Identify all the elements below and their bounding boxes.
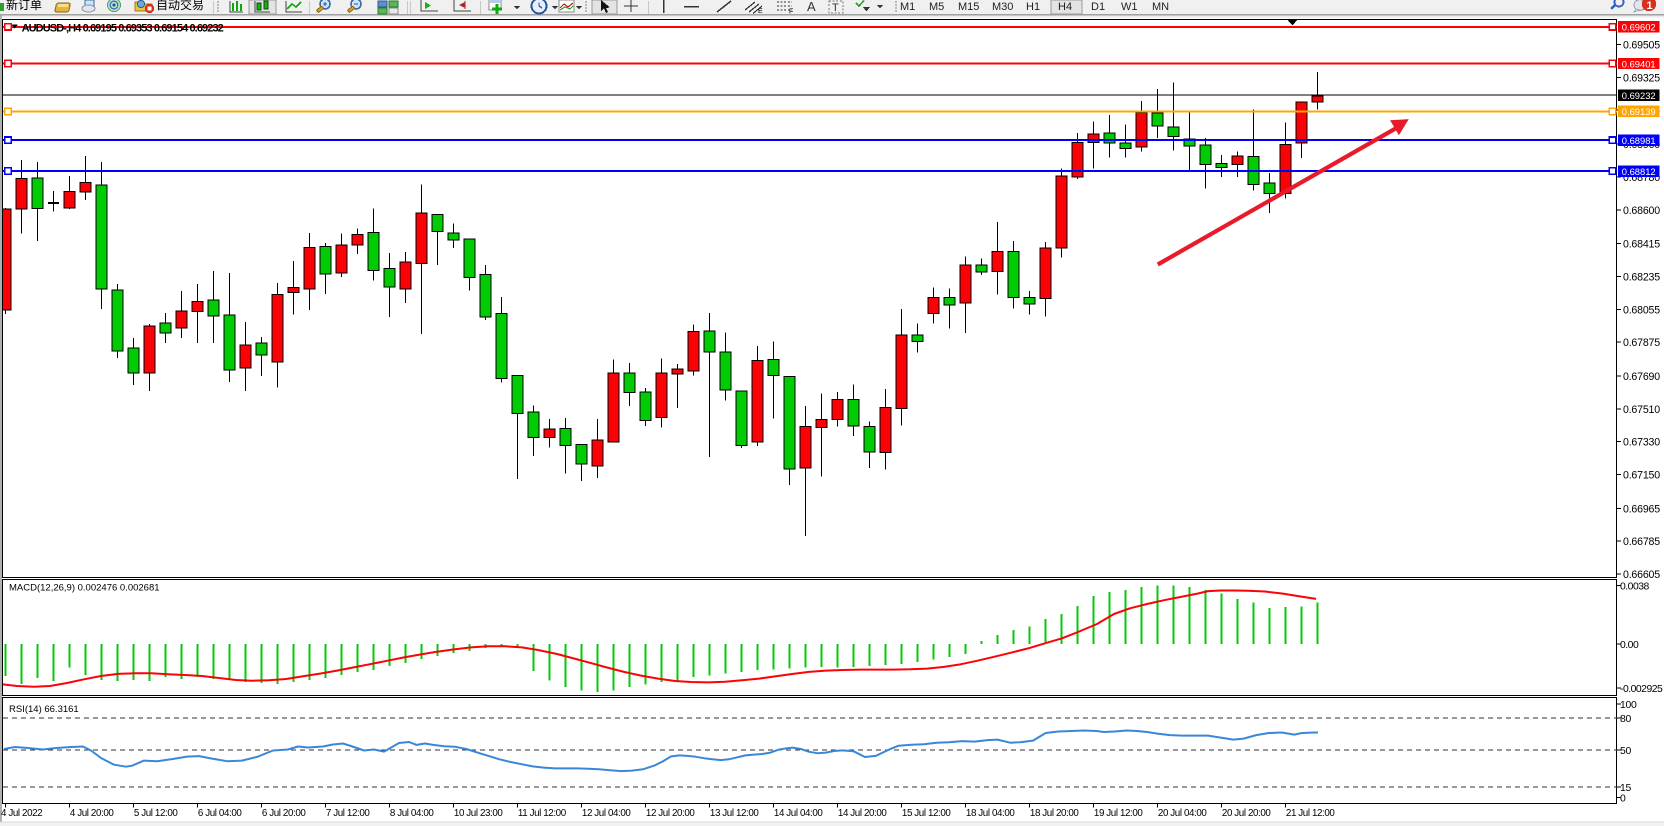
svg-text:4 Jul 2022: 4 Jul 2022 (1, 808, 42, 819)
svg-text:自动交易: 自动交易 (156, 0, 204, 12)
svg-text:18 Jul 04:00: 18 Jul 04:00 (966, 808, 1016, 819)
svg-text:15: 15 (1620, 783, 1631, 794)
svg-text:18 Jul 20:00: 18 Jul 20:00 (1030, 808, 1080, 819)
svg-text:0.68055: 0.68055 (1623, 304, 1660, 316)
svg-text:0.67330: 0.67330 (1623, 437, 1660, 449)
svg-text:0.68981: 0.68981 (1622, 135, 1656, 146)
svg-text:M5: M5 (929, 1, 944, 13)
svg-text:80: 80 (1620, 714, 1631, 725)
svg-text:0.68600: 0.68600 (1623, 205, 1660, 217)
svg-text:E: E (758, 8, 763, 15)
svg-text:20 Jul 20:00: 20 Jul 20:00 (1222, 808, 1272, 819)
svg-text:AUDUSD-,H4 0.69195 0.69353 0.: AUDUSD-,H4 0.69195 0.69353 0.69154 0.692… (22, 23, 224, 35)
svg-text:7 Jul 12:00: 7 Jul 12:00 (326, 808, 370, 819)
svg-text:0.68812: 0.68812 (1622, 166, 1656, 177)
svg-text:14 Jul 04:00: 14 Jul 04:00 (774, 808, 824, 819)
svg-text:0.66785: 0.66785 (1623, 536, 1660, 548)
svg-text:W1: W1 (1121, 1, 1138, 13)
svg-text:F: F (789, 9, 793, 16)
svg-text:0.69232: 0.69232 (1622, 90, 1656, 101)
svg-text:14 Jul 20:00: 14 Jul 20:00 (838, 808, 888, 819)
svg-text:MN: MN (1152, 1, 1169, 13)
svg-text:0.67510: 0.67510 (1623, 404, 1660, 416)
svg-text:RSI(14) 66.3161: RSI(14) 66.3161 (9, 704, 79, 715)
svg-text:MACD(12,26,9) 0.002476 0.00268: MACD(12,26,9) 0.002476 0.002681 (9, 583, 160, 594)
svg-text:0.67690: 0.67690 (1623, 371, 1660, 383)
svg-text:4 Jul 20:00: 4 Jul 20:00 (70, 808, 114, 819)
svg-text:0.69325: 0.69325 (1623, 72, 1660, 84)
svg-text:0.69139: 0.69139 (1622, 106, 1656, 117)
svg-text:0: 0 (1620, 794, 1626, 805)
svg-text:D1: D1 (1091, 1, 1105, 13)
svg-text:新订单: 新订单 (6, 0, 42, 12)
svg-text:0.0038: 0.0038 (1620, 581, 1650, 592)
svg-text:6 Jul 20:00: 6 Jul 20:00 (262, 808, 306, 819)
svg-text:0.68415: 0.68415 (1623, 239, 1660, 251)
svg-text:12 Jul 04:00: 12 Jul 04:00 (582, 808, 632, 819)
svg-text:0.68235: 0.68235 (1623, 271, 1660, 283)
svg-text:T: T (832, 2, 839, 14)
svg-text:5 Jul 12:00: 5 Jul 12:00 (134, 808, 178, 819)
svg-text:M1: M1 (900, 1, 915, 13)
svg-text:15 Jul 12:00: 15 Jul 12:00 (902, 808, 952, 819)
svg-text:8 Jul 04:00: 8 Jul 04:00 (390, 808, 434, 819)
svg-text:M30: M30 (992, 1, 1013, 13)
svg-text:19 Jul 12:00: 19 Jul 12:00 (1094, 808, 1144, 819)
svg-text:H1: H1 (1026, 1, 1040, 13)
svg-text:20 Jul 04:00: 20 Jul 04:00 (1158, 808, 1208, 819)
svg-text:A: A (807, 0, 816, 14)
svg-text:100: 100 (1620, 700, 1637, 711)
svg-text:0.00: 0.00 (1620, 640, 1639, 651)
svg-text:1: 1 (1647, 0, 1653, 12)
svg-text:0.66965: 0.66965 (1623, 503, 1660, 515)
svg-text:H4: H4 (1058, 1, 1072, 13)
svg-text:0.69401: 0.69401 (1622, 58, 1656, 69)
svg-text:10 Jul 23:00: 10 Jul 23:00 (454, 808, 504, 819)
svg-text:13 Jul 12:00: 13 Jul 12:00 (710, 808, 760, 819)
svg-text:M15: M15 (958, 1, 979, 13)
svg-text:50: 50 (1620, 746, 1631, 757)
svg-text:0.67875: 0.67875 (1623, 337, 1660, 349)
svg-text:0.69505: 0.69505 (1623, 40, 1660, 52)
svg-text:0.67150: 0.67150 (1623, 470, 1660, 482)
svg-text:0.66605: 0.66605 (1623, 569, 1660, 581)
svg-text:0.69602: 0.69602 (1622, 22, 1656, 33)
svg-text:11 Jul 12:00: 11 Jul 12:00 (518, 808, 567, 819)
svg-text:21 Jul 12:00: 21 Jul 12:00 (1286, 808, 1336, 819)
svg-text:6 Jul 04:00: 6 Jul 04:00 (198, 808, 242, 819)
svg-text:12 Jul 20:00: 12 Jul 20:00 (646, 808, 696, 819)
svg-text:-0.002925: -0.002925 (1620, 684, 1663, 695)
